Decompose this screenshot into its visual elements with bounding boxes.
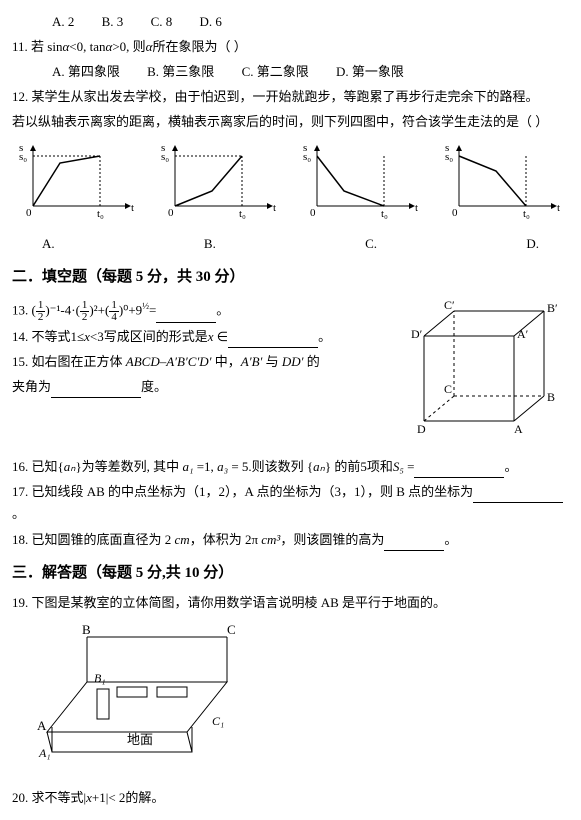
svg-text:t₀: t₀ <box>381 208 388 220</box>
q19: 19. 下图是某教室的立体简图，请你用数学语言说明棱 AB 是平行于地面的。 <box>12 592 569 614</box>
svg-text:B′: B′ <box>547 301 558 315</box>
q20: 20. 求不等式|x+1|< 2的解。 <box>12 787 569 809</box>
q11-opt-a: A. 第四象限 <box>52 64 120 79</box>
q11-stem: 11. 若 sinα<0, tanα>0, 则α所在象限为（ ） <box>12 36 569 58</box>
q11-options: A. 第四象限 B. 第三象限 C. 第二象限 D. 第一象限 <box>12 61 569 83</box>
q17-blank <box>473 489 563 503</box>
q11-opt-b: B. 第三象限 <box>147 64 214 79</box>
q12-line2: 若以纵轴表示离家的距离，横轴表示离家后的时间，则下列四图中，符合该学生走法的是（… <box>12 111 569 133</box>
q17: 17. 已知线段 AB 的中点坐标为（1，2），A 点的坐标为（3，1），则 B… <box>12 481 569 525</box>
svg-text:t₀: t₀ <box>97 208 104 220</box>
q16-blank <box>414 464 504 478</box>
chart-c: s s₀ 0 t₀ t <box>297 141 427 228</box>
svg-text:s₀: s₀ <box>19 151 27 163</box>
q12-chart-labels: A. B. C. D. <box>12 233 569 255</box>
svg-text:0: 0 <box>26 207 32 219</box>
q13: 13. (12)⁻¹-4·(12)²+(14)⁰+9½=。 <box>12 299 389 323</box>
svg-text:s₀: s₀ <box>161 151 169 163</box>
chart-b: s s₀ 0 t₀ t <box>154 141 284 228</box>
svg-text:t₀: t₀ <box>523 208 530 220</box>
svg-text:B: B <box>547 390 555 404</box>
q16: 16. 已知{aₙ}为等差数列, 其中 a₁ =1, a₃ = 5.则该数列 {… <box>12 456 569 478</box>
svg-text:0: 0 <box>168 207 174 219</box>
section2-title: 二．填空题（每题 5 分，共 30 分） <box>12 265 569 291</box>
svg-text:C′: C′ <box>444 298 455 312</box>
svg-text:B₁: B₁ <box>94 671 106 685</box>
q12-charts: s s₀ 0 t₀ t s s₀ 0 t₀ t s s₀ 0 <box>12 141 569 228</box>
q10-opt-b: B. 3 <box>102 14 124 29</box>
q10-options: A. 2 B. 3 C. 8 D. 6 <box>12 11 569 33</box>
svg-text:t: t <box>273 202 276 214</box>
q12-line1: 12. 某学生从家出发去学校，由于怕迟到，一开始就跑步，等跑累了再步行走完余下的… <box>12 86 569 108</box>
q14-blank <box>228 334 318 348</box>
svg-text:B: B <box>82 622 91 637</box>
svg-text:A₁: A₁ <box>38 746 51 760</box>
q14: 14. 不等式1≤x<3写成区间的形式是x ∈。 <box>12 326 389 348</box>
svg-text:C₁: C₁ <box>212 714 224 728</box>
svg-text:s₀: s₀ <box>303 151 311 163</box>
q15-line2: 夹角为度。 <box>12 376 389 398</box>
q10-opt-d: D. 6 <box>199 14 221 29</box>
q18: 18. 已知圆锥的底面直径为 2 cm，体积为 2π cm³，则该圆锥的高为。 <box>12 529 569 551</box>
svg-text:D′: D′ <box>411 327 423 341</box>
chart-a: s s₀ 0 t₀ t <box>12 141 142 228</box>
svg-text:t: t <box>557 202 560 214</box>
room-diagram: B C B₁ C₁ A A₁ 地面 <box>32 622 569 779</box>
svg-text:t: t <box>415 202 418 214</box>
q10-opt-c: C. 8 <box>151 14 173 29</box>
q15-blank <box>51 384 141 398</box>
svg-text:D: D <box>417 422 426 436</box>
svg-text:s₀: s₀ <box>445 151 453 163</box>
q10-opt-a: A. 2 <box>52 14 74 29</box>
q11-opt-c: C. 第二象限 <box>242 64 309 79</box>
section3-title: 三．解答题（每题 5 分,共 10 分） <box>12 561 569 587</box>
svg-text:C: C <box>227 622 236 637</box>
q15-line1: 15. 如右图在正方体 ABCD–A′B′C′D′ 中，A′B′ 与 DD′ 的 <box>12 351 389 373</box>
svg-text:A: A <box>514 422 523 436</box>
svg-text:A′: A′ <box>517 327 529 341</box>
svg-text:t: t <box>131 202 134 214</box>
svg-text:0: 0 <box>452 207 458 219</box>
q18-blank <box>384 537 444 551</box>
svg-text:A: A <box>37 718 47 733</box>
chart-d: s s₀ 0 t₀ t <box>439 141 569 228</box>
svg-text:t₀: t₀ <box>239 208 246 220</box>
q13-blank <box>156 309 216 323</box>
cube-diagram: D A B C D′ A′ B′ C′ <box>389 296 569 453</box>
q11-opt-d: D. 第一象限 <box>336 64 404 79</box>
svg-text:0: 0 <box>310 207 316 219</box>
svg-text:C: C <box>444 382 452 396</box>
